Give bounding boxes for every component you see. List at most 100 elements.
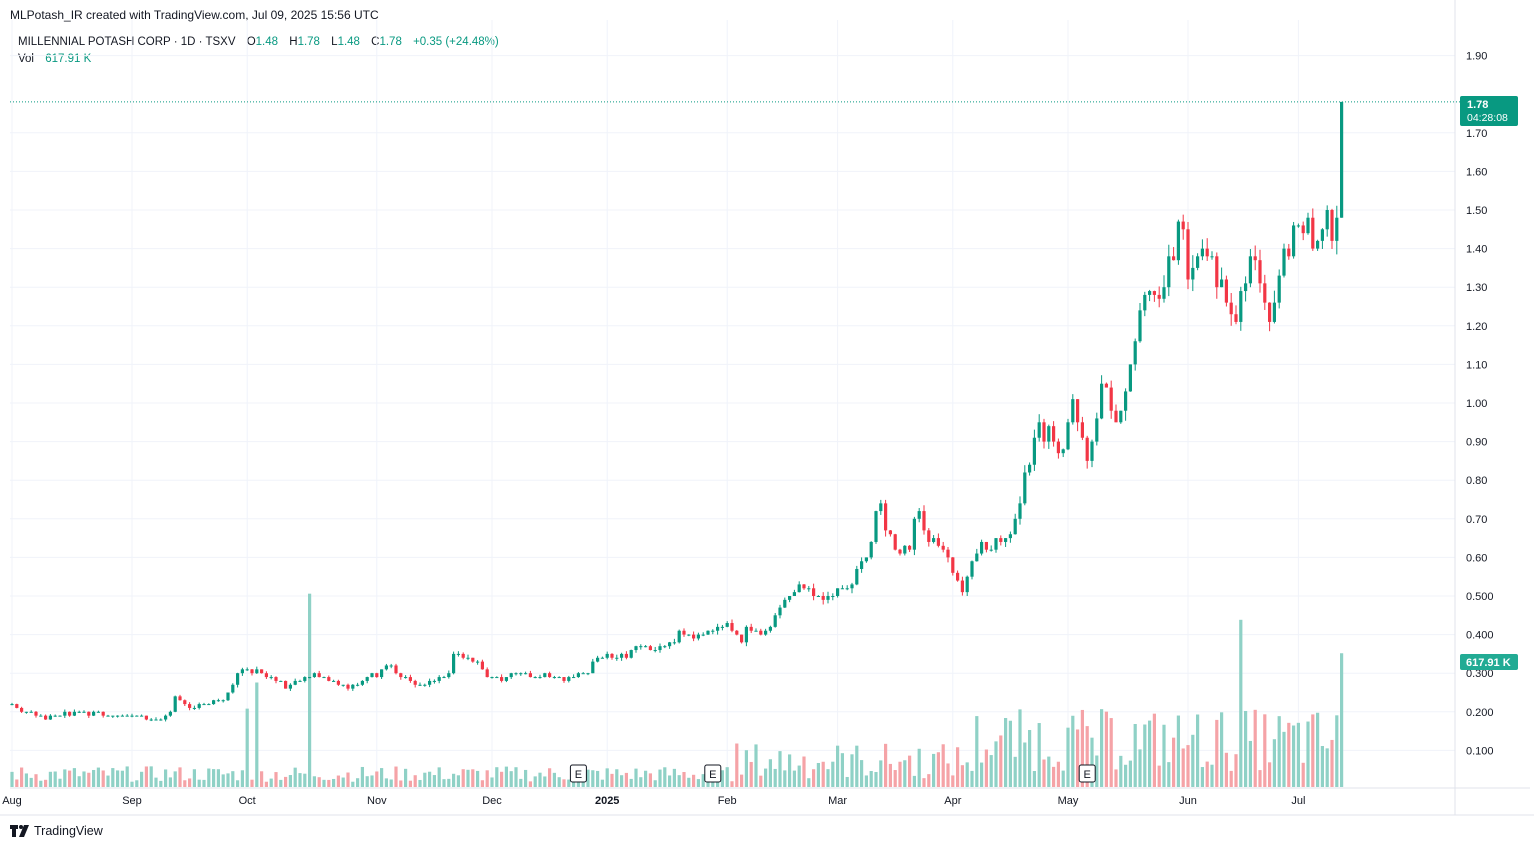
change-value: +0.35 (+24.48%): [413, 36, 499, 48]
candle-body: [428, 680, 432, 685]
candle: [874, 510, 878, 544]
candle-body: [1023, 472, 1027, 504]
candle-body: [1119, 410, 1123, 423]
volume-bar: [77, 776, 81, 787]
candle-body: [543, 673, 547, 678]
candle: [504, 677, 508, 683]
candle: [1200, 239, 1204, 261]
candle: [216, 698, 220, 702]
candle: [1052, 421, 1056, 447]
candle: [720, 624, 724, 631]
candle-body: [495, 677, 499, 679]
candle: [970, 560, 974, 580]
volume-bar: [1330, 739, 1334, 787]
volume-bar: [255, 682, 259, 787]
candle: [1205, 238, 1209, 261]
candle-body: [951, 557, 955, 573]
candle-body: [634, 646, 638, 651]
candle-body: [850, 584, 854, 589]
candle-body: [293, 680, 297, 685]
candle: [1220, 267, 1224, 288]
volume-bar: [648, 773, 652, 787]
volume-bar: [1224, 752, 1228, 787]
tradingview-brand[interactable]: TradingView: [10, 824, 103, 838]
candle-body: [1263, 283, 1267, 303]
volume-bar: [1287, 722, 1291, 787]
candle-body: [581, 673, 585, 675]
candle-body: [250, 669, 254, 674]
volume-bar: [144, 766, 148, 787]
candle: [951, 557, 955, 576]
candle-body: [125, 715, 129, 717]
candle: [1076, 399, 1080, 432]
candle-body: [1028, 464, 1032, 473]
volume-bar: [92, 769, 96, 787]
close-label: C: [371, 36, 380, 48]
candle-body: [188, 704, 192, 708]
candle: [1013, 513, 1017, 535]
volume-bar: [1268, 762, 1272, 787]
candle: [144, 715, 148, 721]
candle-body: [1056, 441, 1060, 454]
candle-body: [836, 588, 840, 596]
candle: [1119, 410, 1123, 424]
volume-bar: [788, 754, 792, 787]
candle: [269, 675, 273, 680]
earnings-marker[interactable]: E: [1078, 764, 1096, 783]
candle-body: [58, 715, 62, 717]
symbol-line[interactable]: MILLENNIAL POTASH CORP · 1D · TSXV: [18, 36, 236, 48]
candle-body: [423, 684, 427, 686]
volume-bar: [250, 779, 254, 787]
candle-body: [989, 549, 993, 551]
volume-bar: [1013, 756, 1017, 787]
volume-bar: [116, 770, 120, 787]
candle: [1258, 249, 1262, 293]
candle: [946, 546, 950, 563]
volume-bar: [797, 765, 801, 787]
candle: [1306, 212, 1310, 235]
earnings-marker-box: [1078, 764, 1096, 783]
candle: [207, 703, 211, 706]
candle-body: [538, 677, 542, 679]
candle: [212, 699, 216, 705]
candle: [816, 595, 820, 597]
candle: [125, 714, 129, 717]
candle: [917, 507, 921, 523]
earnings-marker[interactable]: E: [704, 764, 722, 783]
volume-bar: [980, 762, 984, 787]
candle-body: [312, 673, 316, 678]
candle: [773, 612, 777, 628]
y-tick-label: 1.20: [1466, 321, 1487, 333]
volume-bar: [327, 779, 331, 787]
volume-bar: [29, 777, 33, 787]
earnings-marker[interactable]: E: [569, 764, 587, 783]
candle: [927, 528, 931, 547]
volume-bar: [591, 770, 595, 787]
candle-body: [596, 657, 600, 662]
volume-bar: [922, 778, 926, 787]
volume-bar: [44, 779, 48, 787]
volume-bar: [1018, 709, 1022, 787]
volume-bar: [288, 775, 292, 787]
candle: [1316, 239, 1320, 251]
volume-bar: [994, 741, 998, 787]
x-tick-label: Oct: [239, 795, 256, 807]
candle-body: [552, 677, 556, 679]
volume-bar: [668, 775, 672, 787]
candle: [1037, 414, 1041, 442]
volume-bar: [836, 745, 840, 787]
candle: [797, 581, 801, 593]
candle: [250, 668, 254, 676]
candle: [303, 676, 307, 683]
candle: [178, 694, 182, 701]
candle-body: [932, 538, 936, 542]
candle: [168, 710, 172, 717]
volume-bar: [821, 761, 825, 787]
candle-body: [893, 534, 897, 550]
volume-bar: [428, 771, 432, 787]
y-tick-label: 0.90: [1466, 437, 1487, 449]
volume-bar: [1340, 653, 1344, 787]
candle-body: [840, 588, 844, 590]
candle: [831, 593, 835, 601]
